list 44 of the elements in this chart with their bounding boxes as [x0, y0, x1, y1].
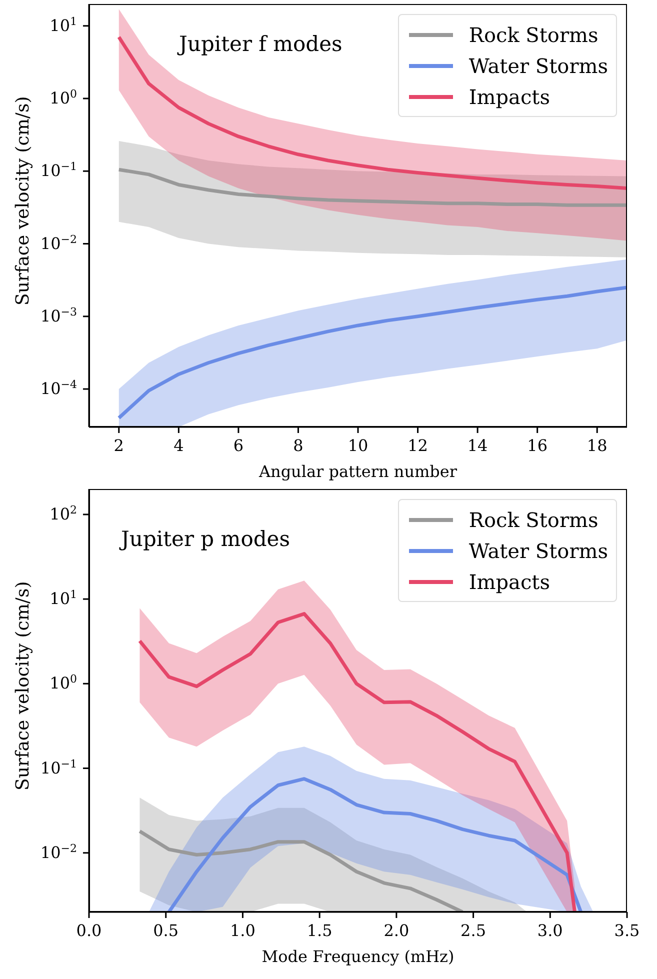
legend-label: Impacts [468, 84, 550, 108]
x-tick-label: 3.0 [537, 921, 563, 940]
x-tick-label: 10 [348, 436, 368, 455]
legend-label: Impacts [468, 570, 550, 594]
x-axis-title: Angular pattern number [258, 462, 458, 481]
y-tick-label: 10$^{−3}$ [40, 304, 77, 326]
y-tick-label: 10$^{−1}$ [40, 160, 77, 180]
x-tick-label: 14 [467, 436, 488, 455]
legend-label: Rock Storms [468, 22, 598, 46]
y-tick-label: 10$^{1}$ [50, 588, 77, 608]
x-tick-label: 2.5 [460, 921, 486, 940]
y-tick-label: 10$^{−2}$ [40, 841, 77, 862]
x-tick-label: 8 [293, 436, 304, 455]
x-tick-label: 1.0 [230, 921, 256, 940]
x-tick-label: 2.0 [384, 921, 410, 940]
legend-label: Water Storms [468, 54, 608, 78]
y-tick-label: 10$^{0}$ [50, 672, 77, 693]
y-tick-label: 10$^{−1}$ [40, 756, 77, 778]
line-series [138, 830, 464, 912]
x-tick-label: 12 [408, 436, 428, 455]
y-tick-label: 10$^{0}$ [50, 86, 77, 108]
annotation: Jupiter p modes [121, 527, 290, 551]
x-tick-label: 1.5 [306, 921, 332, 940]
y-tick-label: 10$^{2}$ [50, 502, 77, 524]
x-tick-label: 2 [114, 436, 124, 455]
x-tick-label: 16 [527, 436, 548, 455]
legend-label: Water Storms [468, 538, 608, 562]
y-tick-label: 10$^{1}$ [50, 14, 77, 35]
line-series [167, 777, 583, 912]
x-tick-label: 18 [586, 436, 608, 455]
x-axis-title: Mode Frequency (mHz) [262, 947, 454, 966]
line-series [117, 286, 627, 420]
line-series [117, 168, 627, 207]
x-tick-label: 0.0 [76, 921, 102, 940]
y-tick-label: 10$^{−2}$ [40, 232, 77, 253]
x-tick-label: 0.5 [153, 921, 179, 940]
y-axis-title: Surface velocity (cm/s) [12, 581, 34, 790]
annotation: Jupiter f modes [179, 32, 342, 56]
x-tick-label: 3.5 [614, 921, 640, 940]
y-axis-title: Surface velocity (cm/s) [12, 96, 34, 306]
x-tick-label: 4 [174, 436, 184, 455]
y-tick-label: 10$^{−4}$ [40, 378, 77, 398]
legend-label: Rock Storms [468, 508, 598, 532]
x-tick-label: 6 [233, 436, 244, 455]
